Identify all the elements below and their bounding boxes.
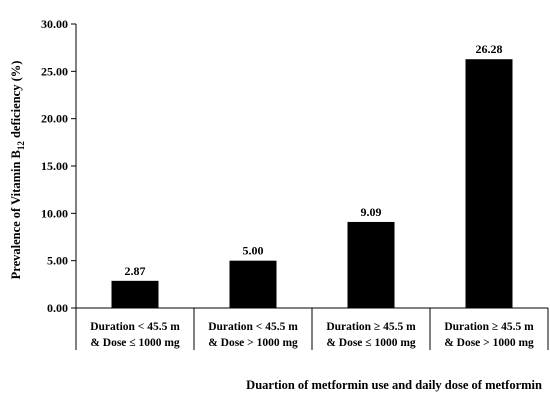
y-axis-title-suffix: deficiency (%) xyxy=(9,61,23,142)
bar xyxy=(347,221,395,308)
category-label: Duration ≥ 45.5 m & Dose ≤ 1000 mg xyxy=(326,321,416,349)
category-label: Duration < 45.5 m & Dose > 1000 mg xyxy=(208,321,298,349)
y-tick-label: 25.00 xyxy=(41,64,68,78)
data-label: 5.00 xyxy=(243,244,264,258)
data-label: 26.28 xyxy=(476,42,503,56)
bar xyxy=(229,260,277,308)
data-labels: 2.87 5.00 9.09 26.28 xyxy=(125,42,503,278)
bar xyxy=(465,59,513,308)
y-tick-label: 10.00 xyxy=(41,206,68,220)
bars xyxy=(111,59,513,308)
y-tick-label: 5.00 xyxy=(47,254,68,268)
y-tick-label: 0.00 xyxy=(47,301,68,315)
bar xyxy=(111,280,159,308)
category-labels: Duration < 45.5 m & Dose ≤ 1000 mg Duratio… xyxy=(90,321,534,349)
y-axis-title-prefix: Prevalence of Vitamin B xyxy=(9,150,23,279)
x-axis-title: Duartion of metformin use and daily dose… xyxy=(246,378,542,392)
data-label: 2.87 xyxy=(125,264,146,278)
y-axis-title-subscript: 12 xyxy=(16,141,26,151)
y-tick-labels: 0.00 5.00 10.00 15.00 20.00 25.00 30.00 xyxy=(41,17,76,315)
svg-text:Prevalence of Vitamin B12 defi: Prevalence of Vitamin B12 deficiency (%) xyxy=(9,61,26,280)
y-tick-label: 15.00 xyxy=(41,159,68,173)
category-label: Duration < 45.5 m & Dose ≤ 1000 mg xyxy=(90,321,180,349)
y-tick-label: 20.00 xyxy=(41,112,68,126)
data-label: 9.09 xyxy=(361,205,382,219)
y-tick-label: 30.00 xyxy=(41,17,68,31)
y-axis-title: Prevalence of Vitamin B12 deficiency (%) xyxy=(9,61,26,280)
category-label: Duration ≥ 45.5 m & Dose > 1000 mg xyxy=(444,321,534,349)
